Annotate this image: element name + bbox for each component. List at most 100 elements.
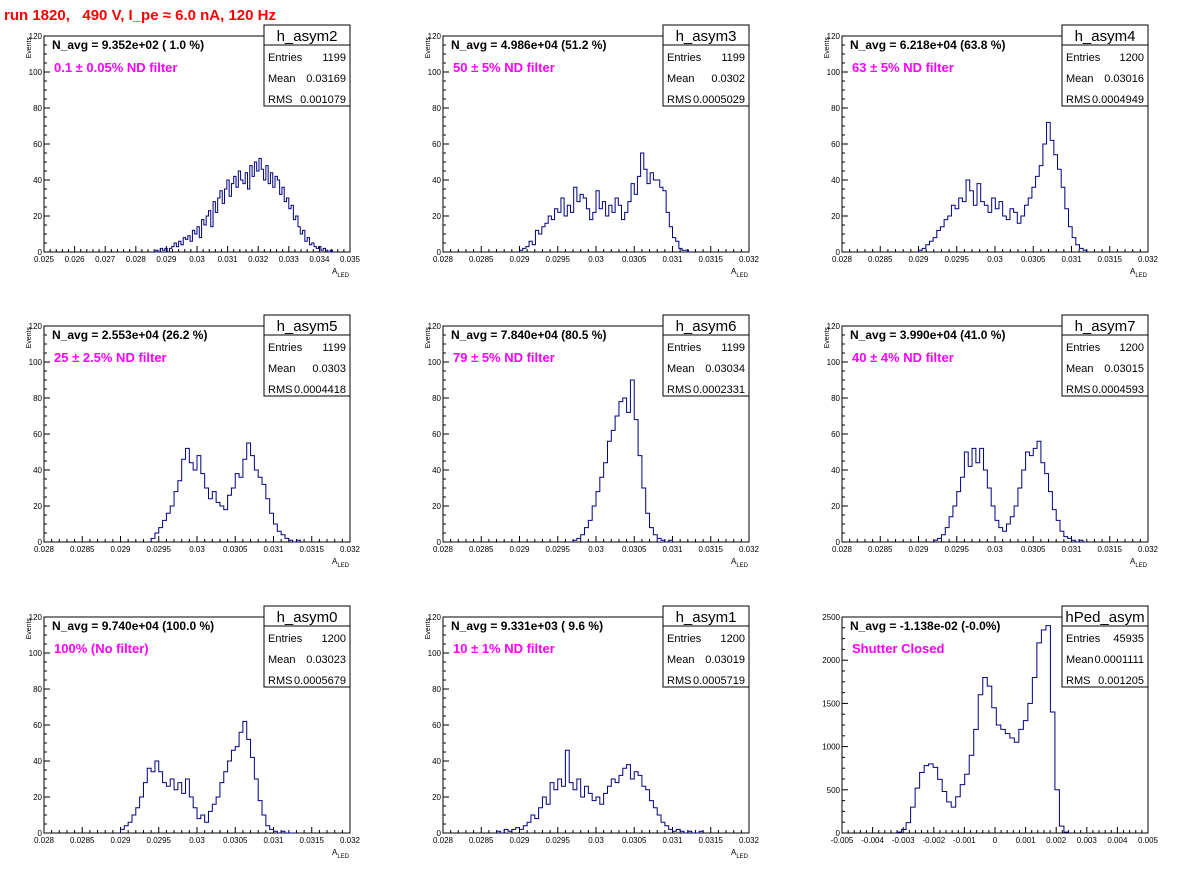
histogram-series — [896, 625, 1069, 833]
stat-value: 0.001205 — [1098, 675, 1144, 687]
x-tick-label: 0.0315 — [300, 545, 325, 554]
y-tick-label: 120 — [428, 32, 442, 41]
x-tick-label: 0.029 — [110, 836, 131, 845]
stat-label: Entries — [1066, 342, 1101, 354]
x-tick-label: 0.0305 — [1021, 545, 1046, 554]
y-tick-label: 100 — [29, 358, 43, 367]
x-tick-label: 0.031 — [263, 836, 284, 845]
stat-value: 0.0005719 — [693, 675, 745, 687]
navg-label: N_avg = 9.740e+04 (100.0 %) — [52, 619, 214, 633]
x-tick-label: 0.032 — [340, 545, 361, 554]
stat-value: 0.0004418 — [294, 384, 346, 396]
x-tick-label: 0.03 — [189, 836, 205, 845]
stats-box — [263, 605, 351, 688]
stat-label: RMS — [667, 384, 691, 396]
x-axis-title: ALED — [731, 267, 749, 279]
y-tick-label: 80 — [432, 394, 441, 403]
stat-value: 0.0005679 — [294, 675, 346, 687]
x-axis-title: ALED — [332, 848, 350, 860]
stats-box — [1061, 24, 1149, 107]
x-tick-label: 0.03 — [189, 255, 205, 264]
stat-value: 1199 — [322, 342, 346, 354]
y-tick-label: 80 — [33, 104, 42, 113]
stat-value: 0.0004593 — [1092, 384, 1144, 396]
y-tick-label: 60 — [432, 721, 441, 730]
x-axis-title: ALED — [1130, 557, 1148, 569]
x-tick-label: 0.031 — [662, 545, 683, 554]
histogram-name: h_asym3 — [676, 28, 737, 45]
x-tick-label: 0.0315 — [699, 836, 724, 845]
x-tick-label: 0.003 — [1077, 836, 1098, 845]
x-tick-label: 0.0315 — [699, 545, 724, 554]
y-tick-label: 60 — [432, 430, 441, 439]
y-tick-label: 120 — [827, 322, 841, 331]
histogram-panel: 0 500 1000 1500 2000 2500 -0.005 -0.004 -0.003 -0… — [822, 605, 1159, 845]
y-axis-title: Events — [824, 327, 831, 349]
stat-value: 1199 — [721, 342, 745, 354]
x-tick-label: 0 — [993, 836, 998, 845]
stat-label: Mean — [667, 73, 695, 85]
y-tick-label: 100 — [827, 68, 841, 77]
y-tick-label: 40 — [831, 176, 840, 185]
stat-label: Mean — [1066, 363, 1094, 375]
stat-label: Mean — [667, 654, 695, 666]
x-tick-label: 0.0305 — [622, 255, 647, 264]
stat-label: Mean — [667, 363, 695, 375]
stat-value: 0.03169 — [306, 73, 346, 85]
x-tick-label: 0.03 — [987, 255, 1003, 264]
x-tick-label: 0.034 — [309, 255, 330, 264]
y-tick-label: 40 — [432, 466, 441, 475]
x-tick-label: 0.0295 — [546, 545, 571, 554]
x-tick-label: 0.028 — [126, 255, 147, 264]
stat-label: Entries — [268, 633, 303, 645]
navg-label: N_avg = 4.986e+04 (51.2 %) — [451, 38, 606, 52]
x-tick-label: 0.025 — [34, 255, 55, 264]
y-axis-title: Events — [425, 327, 432, 349]
x-tick-label: 0.0305 — [622, 545, 647, 554]
histogram-series — [918, 121, 1088, 252]
stat-value: 0.0302 — [711, 73, 745, 85]
x-tick-label: 0.03 — [189, 545, 205, 554]
x-axis-title: ALED — [731, 557, 749, 569]
x-tick-label: 0.0285 — [868, 545, 893, 554]
y-tick-label: 100 — [29, 68, 43, 77]
y-tick-label: 0 — [836, 538, 841, 547]
stat-label: RMS — [667, 675, 691, 687]
navg-label: N_avg = -1.138e-02 (-0.0%) — [850, 619, 1000, 633]
x-tick-label: -0.002 — [922, 836, 945, 845]
stat-label: Entries — [667, 52, 702, 64]
histogram-name: h_asym4 — [1075, 28, 1136, 45]
x-tick-label: 0.029 — [110, 545, 131, 554]
y-tick-label: 20 — [831, 212, 840, 221]
y-tick-label: 40 — [831, 466, 840, 475]
stat-value: 1199 — [322, 52, 346, 64]
stat-value: 1200 — [1120, 52, 1144, 64]
x-tick-label: 0.032 — [739, 545, 760, 554]
x-tick-label: 0.032 — [248, 255, 269, 264]
stats-box — [662, 605, 750, 688]
filter-label: 25 ± 2.5% ND filter — [54, 350, 167, 365]
y-tick-label: 40 — [33, 176, 42, 185]
navg-label: N_avg = 6.218e+04 (63.8 %) — [850, 38, 1005, 52]
histogram-panel: 0 20 40 60 80 100 120 0.028 0.0285 0.029 0.0295 0.0… — [824, 24, 1159, 279]
y-tick-label: 60 — [831, 140, 840, 149]
histogram-name: h_asym1 — [676, 609, 737, 626]
stat-value: 0.0001111 — [1094, 654, 1144, 666]
x-tick-label: 0.031 — [662, 836, 683, 845]
x-tick-label: 0.028 — [433, 836, 454, 845]
x-tick-label: 0.028 — [34, 545, 55, 554]
stat-value: 0.03015 — [1104, 363, 1144, 375]
x-tick-label: 0.03 — [588, 836, 604, 845]
filter-label: 50 ± 5% ND filter — [453, 60, 555, 75]
x-tick-label: 0.031 — [263, 545, 284, 554]
stat-label: Entries — [667, 342, 702, 354]
x-tick-label: 0.0315 — [1098, 255, 1123, 264]
y-tick-label: 0 — [836, 248, 841, 257]
y-tick-label: 120 — [827, 32, 841, 41]
x-tick-label: 0.029 — [509, 836, 530, 845]
y-tick-label: 0 — [38, 829, 43, 838]
stat-label: Mean — [268, 363, 296, 375]
y-tick-label: 120 — [29, 613, 43, 622]
x-tick-label: 0.031 — [1061, 255, 1082, 264]
x-tick-label: 0.0315 — [300, 836, 325, 845]
